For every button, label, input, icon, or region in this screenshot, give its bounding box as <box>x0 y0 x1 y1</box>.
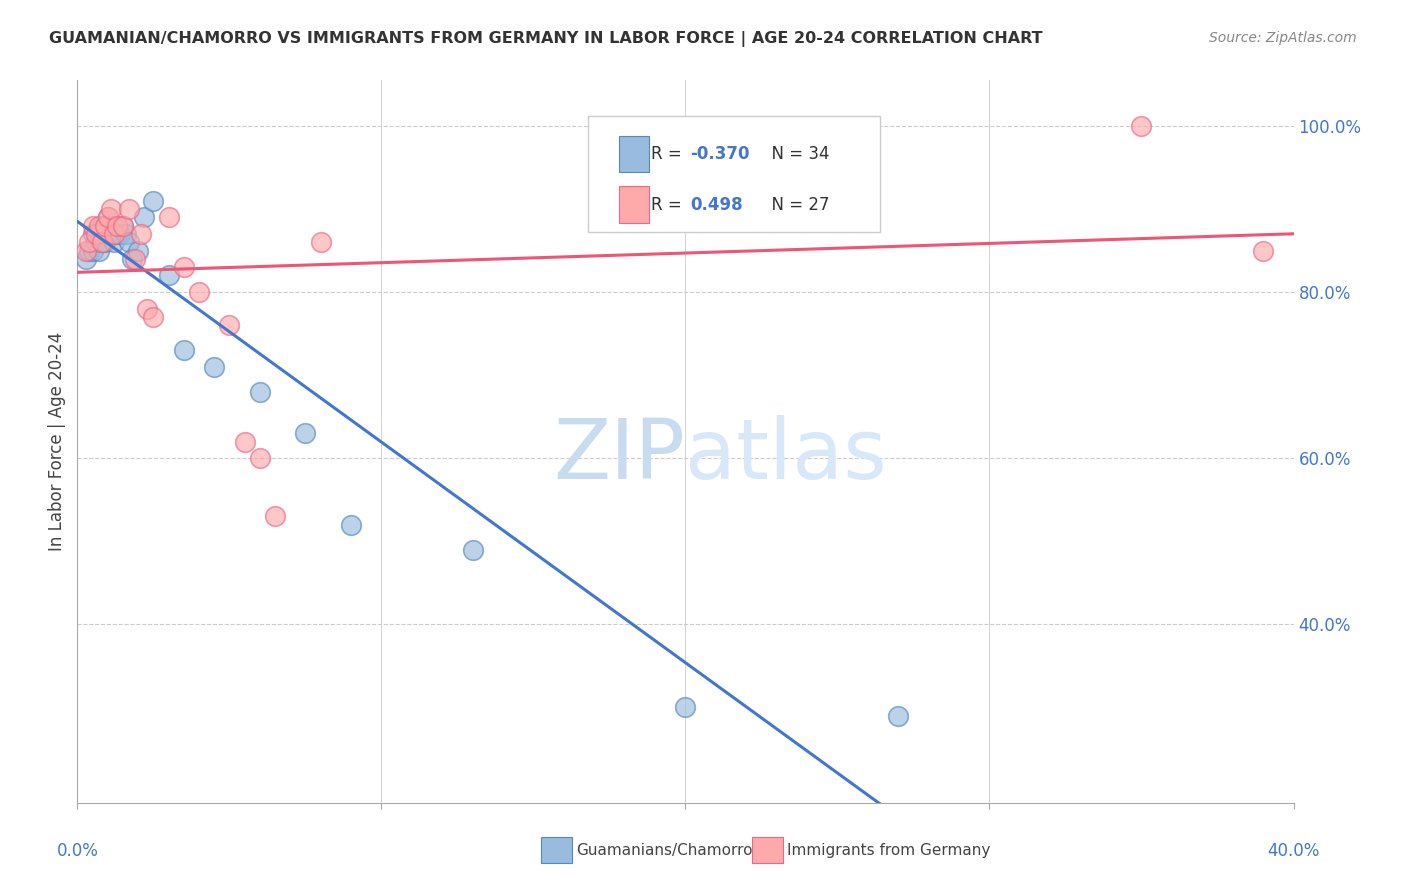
Point <box>100 227 122 241</box>
Point <box>111 219 134 233</box>
Text: 40.0%: 40.0% <box>1267 842 1320 860</box>
Text: Immigrants from Germany: Immigrants from Germany <box>787 843 991 857</box>
Point <box>103 227 125 241</box>
Point <box>82 244 104 258</box>
Point <box>90 235 112 250</box>
Point <box>121 252 143 266</box>
Point <box>294 426 316 441</box>
Point <box>233 434 256 449</box>
Point <box>1130 119 1153 133</box>
Text: atlas: atlas <box>686 416 887 497</box>
Point <box>249 451 271 466</box>
Text: R =: R = <box>651 195 693 213</box>
Point <box>1251 244 1274 258</box>
Point <box>75 244 97 258</box>
Point <box>90 219 112 233</box>
Point <box>675 700 697 714</box>
Point <box>264 509 287 524</box>
Point <box>309 235 332 250</box>
Point <box>103 235 125 250</box>
Point <box>202 359 225 374</box>
Point <box>105 227 128 241</box>
Point <box>218 318 240 333</box>
Point <box>157 211 180 225</box>
Point <box>157 268 180 283</box>
Text: GUAMANIAN/CHAMORRO VS IMMIGRANTS FROM GERMANY IN LABOR FORCE | AGE 20-24 CORRELA: GUAMANIAN/CHAMORRO VS IMMIGRANTS FROM GE… <box>49 31 1043 47</box>
Point <box>84 227 107 241</box>
Point <box>115 227 138 241</box>
FancyBboxPatch shape <box>619 136 650 172</box>
Text: Guamanians/Chamorros: Guamanians/Chamorros <box>576 843 761 857</box>
Point <box>105 219 128 233</box>
Point <box>887 708 910 723</box>
Point <box>461 542 484 557</box>
Point <box>82 227 104 241</box>
Text: 0.0%: 0.0% <box>56 842 98 860</box>
Point <box>87 219 110 233</box>
Text: ZIP: ZIP <box>554 416 686 497</box>
Point <box>103 219 125 233</box>
Point <box>134 211 156 225</box>
Point <box>173 260 195 274</box>
Text: N = 27: N = 27 <box>761 195 830 213</box>
FancyBboxPatch shape <box>588 116 880 232</box>
Point <box>93 219 115 233</box>
Point <box>79 244 101 258</box>
Point <box>87 227 110 241</box>
Point <box>97 211 120 225</box>
FancyBboxPatch shape <box>619 186 650 223</box>
Point <box>173 343 195 358</box>
Text: 0.498: 0.498 <box>690 195 742 213</box>
Point <box>75 252 97 266</box>
Point <box>188 285 211 299</box>
Point <box>118 202 141 216</box>
Point <box>142 194 165 208</box>
Point <box>340 517 363 532</box>
Point <box>124 252 146 266</box>
Point <box>127 244 149 258</box>
Text: N = 34: N = 34 <box>761 145 830 163</box>
Y-axis label: In Labor Force | Age 20-24: In Labor Force | Age 20-24 <box>48 332 66 551</box>
Point <box>142 310 165 324</box>
Point <box>90 235 112 250</box>
Point <box>118 235 141 250</box>
Text: Source: ZipAtlas.com: Source: ZipAtlas.com <box>1209 31 1357 45</box>
Point <box>100 202 122 216</box>
Point <box>111 219 134 233</box>
Point <box>97 211 120 225</box>
Point <box>93 235 115 250</box>
Text: R =: R = <box>651 145 688 163</box>
Point <box>249 384 271 399</box>
Point <box>84 235 107 250</box>
Point <box>136 301 159 316</box>
Point <box>93 219 115 233</box>
Text: -0.370: -0.370 <box>690 145 749 163</box>
Point <box>82 219 104 233</box>
Point <box>87 244 110 258</box>
Point <box>79 235 101 250</box>
Point <box>129 227 152 241</box>
Point <box>108 227 131 241</box>
Point <box>97 227 120 241</box>
